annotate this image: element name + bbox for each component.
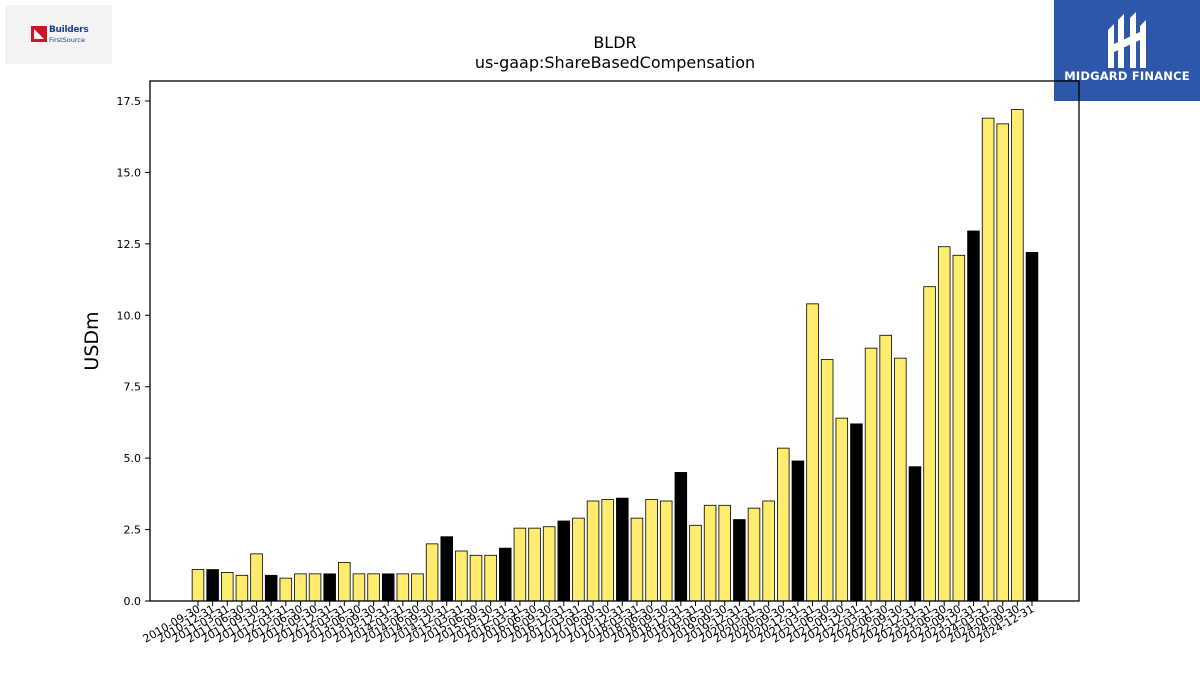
bar-2023-09-30 bbox=[952, 254, 966, 602]
bar-2013-06-30 bbox=[352, 573, 366, 602]
bar-2024-03-31 bbox=[981, 117, 995, 602]
bar-2018-03-31 bbox=[630, 517, 644, 602]
bar-2019-06-30 bbox=[703, 504, 717, 602]
bar-2017-12-31 bbox=[616, 497, 629, 602]
builders-firstsource-logo: Builders FirstSource bbox=[5, 5, 112, 64]
bar-2010-09-30 bbox=[191, 569, 205, 602]
bar-2018-12-31 bbox=[674, 472, 688, 602]
bar-2011-12-31 bbox=[264, 574, 278, 602]
bar-2023-03-31 bbox=[923, 286, 936, 602]
bar-2018-06-30 bbox=[645, 499, 658, 602]
y-tick-label: 15.0 bbox=[117, 166, 142, 179]
bar-2020-03-31 bbox=[747, 507, 761, 602]
bar-2022-03-31 bbox=[864, 347, 878, 602]
bar-2022-12-31 bbox=[908, 466, 922, 602]
bar-2012-06-30 bbox=[294, 573, 307, 602]
bar-2019-12-31 bbox=[733, 519, 746, 602]
bar-2013-09-30 bbox=[367, 573, 380, 602]
bar-2011-06-30 bbox=[235, 574, 249, 602]
bar-2022-09-30 bbox=[894, 357, 907, 602]
bar-2012-09-30 bbox=[308, 573, 322, 602]
bar-2017-06-30 bbox=[586, 500, 600, 602]
y-tick-label: 17.5 bbox=[117, 95, 142, 108]
bar-2022-06-30 bbox=[879, 334, 892, 602]
bar-2011-09-30 bbox=[250, 553, 263, 602]
bar-2017-09-30 bbox=[601, 499, 614, 602]
bar-2023-06-30 bbox=[937, 246, 951, 602]
bar-2013-03-31 bbox=[338, 562, 351, 602]
bar-2021-06-30 bbox=[820, 359, 834, 602]
bar-2012-03-31 bbox=[279, 577, 293, 602]
y-axis-label: USDm bbox=[81, 311, 103, 370]
bar-2016-12-31 bbox=[557, 520, 571, 602]
bar-2011-03-31 bbox=[221, 572, 234, 602]
y-tick-label: 0.0 bbox=[124, 595, 142, 608]
bar-2024-09-30 bbox=[1011, 109, 1024, 602]
y-tick-label: 2.5 bbox=[124, 524, 142, 537]
bar-2016-03-31 bbox=[513, 527, 527, 602]
bar-2015-03-31 bbox=[455, 550, 468, 602]
logo-mark-icon bbox=[31, 26, 47, 42]
bar-2014-03-31 bbox=[396, 573, 410, 602]
bar-2012-12-31 bbox=[323, 573, 336, 602]
bar-2020-09-30 bbox=[777, 447, 790, 602]
bar-2015-09-30 bbox=[484, 554, 497, 602]
bar-2024-12-31 bbox=[1025, 252, 1039, 602]
bar-2018-09-30 bbox=[659, 500, 673, 602]
bar-2020-12-31 bbox=[791, 460, 805, 602]
chart-title: BLDR bbox=[593, 33, 636, 52]
bar-2014-09-30 bbox=[425, 543, 439, 602]
y-tick-label: 7.5 bbox=[124, 381, 142, 394]
bar-2016-09-30 bbox=[542, 526, 556, 602]
logo-text-secondary: FirstSource bbox=[49, 36, 86, 44]
bar-2019-03-31 bbox=[689, 524, 702, 602]
bar-2015-12-31 bbox=[499, 547, 512, 602]
y-tick-label: 5.0 bbox=[124, 452, 142, 465]
y-tick-label: 10.0 bbox=[117, 309, 142, 322]
bar-2024-06-30 bbox=[996, 123, 1009, 602]
bar-2023-12-31 bbox=[967, 230, 980, 602]
bar-2010-12-31 bbox=[206, 569, 219, 602]
midgard-finance-logo: MIDGARD FINANCE bbox=[1054, 0, 1200, 101]
bar-2016-06-30 bbox=[528, 527, 541, 602]
chart-subtitle: us-gaap:ShareBasedCompensation bbox=[475, 53, 755, 72]
logo-wordmark: MIDGARD FINANCE bbox=[1064, 69, 1190, 83]
bar-2015-06-30 bbox=[469, 554, 483, 602]
midgard-glyph-icon bbox=[1108, 12, 1146, 68]
bar-2021-12-31 bbox=[850, 423, 863, 602]
bar-2013-12-31 bbox=[381, 573, 395, 602]
plot-frame bbox=[149, 80, 1080, 602]
bar-2017-03-31 bbox=[572, 517, 585, 602]
logo-text-primary: Builders bbox=[49, 25, 89, 35]
bar-2014-12-31 bbox=[440, 536, 453, 602]
bar-2021-09-30 bbox=[835, 417, 849, 602]
bar-2020-06-30 bbox=[762, 500, 775, 602]
bar-2021-03-31 bbox=[806, 303, 819, 602]
bar-2014-06-30 bbox=[411, 573, 424, 602]
y-tick-label: 12.5 bbox=[117, 238, 142, 251]
bar-2019-09-30 bbox=[718, 504, 731, 602]
